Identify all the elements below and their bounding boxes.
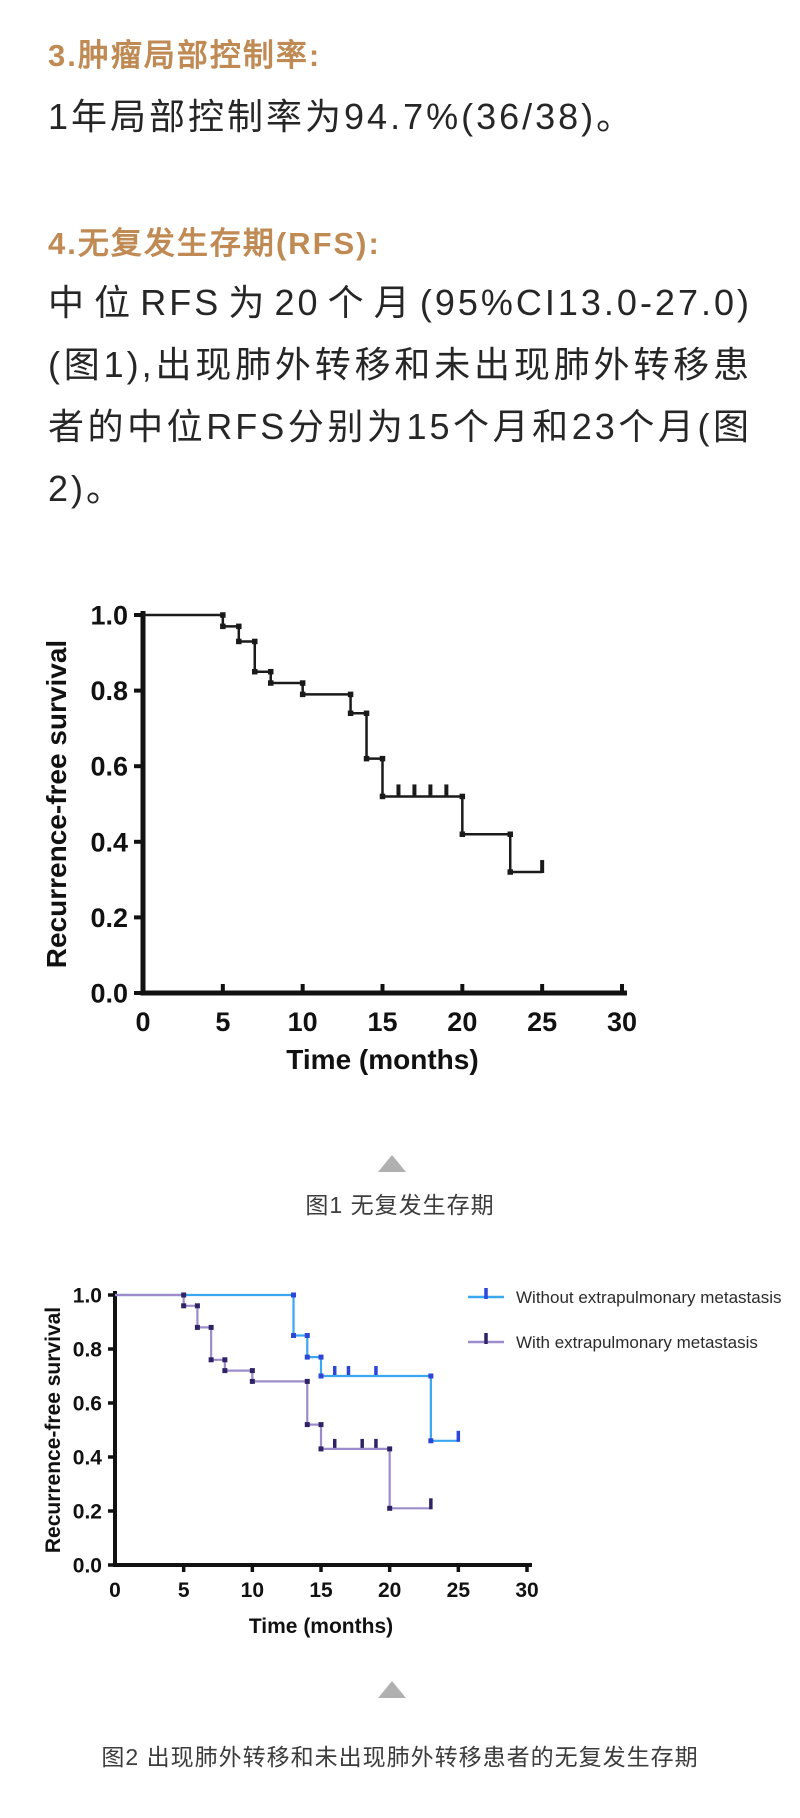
event-marker (318, 1354, 324, 1360)
triangle-up-icon (378, 1155, 406, 1172)
event-marker (428, 1438, 434, 1444)
y-tick-label: 1.0 (90, 600, 128, 630)
event-marker (507, 869, 513, 875)
y-tick-label: 0.8 (73, 1338, 103, 1361)
y-axis-title: Recurrence-free survival (41, 640, 72, 968)
x-tick-label: 20 (447, 1007, 477, 1037)
event-marker (304, 1422, 310, 1428)
x-tick-label: 30 (515, 1579, 538, 1602)
x-tick-label: 5 (178, 1579, 190, 1602)
event-marker (318, 1422, 324, 1428)
y-tick-label: 0.0 (73, 1554, 102, 1577)
section4-paragraph: 中位RFS为20个月(95%CI13.0-27.0)(图1),出现肺外转移和未出… (48, 282, 752, 509)
x-axis-title: Time (months) (249, 1615, 393, 1638)
y-tick-label: 0.6 (73, 1392, 102, 1415)
event-marker (459, 831, 466, 837)
x-tick-label: 20 (378, 1579, 401, 1602)
event-marker (267, 680, 274, 686)
y-tick-label: 0.4 (73, 1446, 103, 1469)
y-tick-label: 0.2 (73, 1500, 102, 1523)
figure2-caption: 图2 出现肺外转移和未出现肺外转移患者的无复发生存期 (101, 1744, 699, 1770)
legend-label: With extrapulmonary metastasis (516, 1333, 758, 1352)
event-marker (208, 1324, 214, 1330)
y-tick-label: 1.0 (73, 1284, 102, 1307)
event-marker (347, 691, 354, 698)
event-marker (267, 668, 274, 675)
km-chart-figure1: 0.0 0.2 0.4 0.6 0.8 1.0 0 5 10 15 20 25 30 Time (mont… (41, 600, 637, 1075)
event-marker (252, 638, 258, 645)
section4-heading: 4.无复发生存期(RFS): (48, 226, 381, 261)
event-marker (363, 755, 370, 762)
event-marker (318, 1373, 324, 1379)
x-tick-label: 0 (109, 1579, 121, 1602)
event-marker (236, 623, 242, 630)
event-marker (379, 793, 386, 800)
event-marker (291, 1333, 297, 1338)
y-tick-label: 0.4 (90, 827, 128, 857)
x-tick-label: 25 (527, 1007, 557, 1037)
km-curve (115, 1293, 459, 1442)
event-marker (249, 1378, 255, 1384)
event-marker (299, 680, 306, 686)
event-marker (459, 793, 466, 800)
event-marker (252, 668, 258, 675)
x-tick-label: 15 (367, 1007, 397, 1037)
event-marker (299, 691, 306, 698)
event-marker (194, 1303, 200, 1309)
event-marker (363, 710, 370, 717)
event-marker (318, 1446, 324, 1452)
event-marker (181, 1303, 187, 1309)
y-tick-label: 0.2 (90, 903, 128, 933)
event-marker (220, 623, 226, 630)
event-marker (387, 1505, 393, 1511)
figure1-caption: 图1 无复发生存期 (305, 1192, 495, 1218)
event-marker (236, 638, 242, 645)
x-tick-label: 10 (288, 1007, 318, 1037)
event-marker (428, 1373, 434, 1379)
x-tick-label: 10 (241, 1579, 264, 1602)
section3-paragraph: 1年局部控制率为94.7%(36/38)。 (48, 96, 636, 137)
x-axis-title: Time (months) (286, 1044, 478, 1075)
km-curve (115, 1293, 431, 1510)
event-marker (387, 1446, 393, 1452)
section3-heading: 3.肿瘤局部控制率: (48, 38, 322, 73)
event-marker (304, 1354, 310, 1360)
event-marker (222, 1368, 228, 1374)
km-curve (143, 613, 543, 874)
y-axis-title: Recurrence-free survival (42, 1307, 65, 1553)
event-marker (507, 831, 513, 837)
event-marker (347, 710, 354, 717)
km-chart-figure2: 0.0 0.2 0.4 0.6 0.8 1.0 0 5 10 15 20 25 30 Time (mont… (42, 1284, 782, 1638)
event-marker (379, 755, 386, 762)
x-tick-label: 30 (607, 1007, 637, 1037)
y-tick-label: 0.0 (90, 978, 128, 1008)
x-tick-label: 15 (309, 1579, 333, 1602)
event-marker (304, 1333, 310, 1338)
y-tick-label: 0.8 (90, 676, 128, 706)
x-tick-label: 25 (447, 1579, 471, 1602)
event-marker (181, 1292, 187, 1298)
triangle-up-icon (378, 1681, 406, 1698)
legend-label: Without extrapulmonary metastasis (516, 1288, 782, 1307)
event-marker (304, 1378, 310, 1384)
event-marker (194, 1324, 200, 1330)
x-tick-label: 5 (215, 1007, 230, 1037)
event-marker (220, 612, 226, 618)
event-marker (208, 1357, 214, 1363)
x-tick-label: 0 (135, 1007, 150, 1037)
event-marker (222, 1357, 228, 1363)
y-tick-label: 0.6 (90, 752, 128, 782)
event-marker (249, 1368, 255, 1374)
event-marker (291, 1292, 297, 1298)
